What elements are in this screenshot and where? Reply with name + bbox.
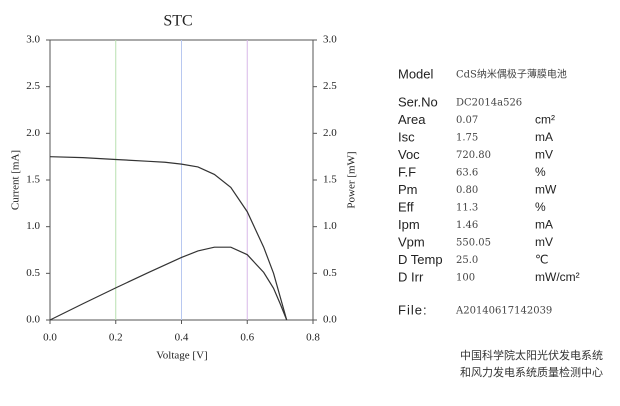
- y-tick-label: 0.5: [26, 267, 40, 279]
- y2-tick-label: 2.5: [323, 80, 337, 92]
- y2-tick-label: 2.0: [323, 127, 337, 139]
- x-tick-label: 0.4: [175, 332, 189, 344]
- panel-label: File:: [398, 302, 428, 317]
- panel-value: A20140617142039: [455, 306, 552, 317]
- panel-label: Model: [398, 66, 434, 81]
- panel-value: 100: [456, 273, 475, 284]
- y-axis-label: Current [mA]: [10, 150, 22, 210]
- panel-label: Voc: [398, 147, 420, 162]
- x-axis-label: Voltage [V]: [156, 350, 207, 362]
- panel-value: DC2014a526: [456, 98, 522, 109]
- x-tick-label: 0.6: [240, 332, 254, 344]
- y2-tick-label: 1.5: [323, 174, 337, 186]
- panel-label: Ser.No: [398, 94, 438, 109]
- panel-value: 25.0: [456, 255, 478, 266]
- panel-unit: mV: [535, 148, 553, 162]
- panel-unit: mV: [535, 235, 553, 249]
- footer-text: 中国科学院太阳光伏发电系统: [460, 348, 603, 362]
- panel-label: Eff: [398, 199, 414, 214]
- panel-unit: mW/cm²: [535, 270, 580, 284]
- series-line: [49, 156, 288, 321]
- panel-unit: %: [535, 200, 546, 214]
- x-tick-label: 0.0: [43, 332, 57, 344]
- y2-tick-label: 3.0: [323, 34, 337, 46]
- y2-tick-label: 0.5: [323, 267, 337, 279]
- panel-value: 63.6: [456, 168, 478, 179]
- panel-unit: mA: [535, 218, 553, 232]
- y-tick-label: 1.5: [26, 174, 40, 186]
- footer-text: 和风力发电系统质量检测中心: [460, 365, 603, 379]
- panel-unit: mW: [535, 183, 557, 197]
- panel-unit: ℃: [535, 253, 548, 267]
- panel-unit: cm²: [535, 113, 555, 127]
- y2-axis-label: Power [mW]: [346, 151, 358, 208]
- panel-value: 1.75: [456, 133, 478, 144]
- y2-tick-label: 1.0: [323, 220, 337, 232]
- chart-title: STC: [163, 13, 192, 30]
- panel-label: Vpm: [398, 234, 425, 249]
- panel-label: Pm: [398, 182, 418, 197]
- x-tick-label: 0.2: [109, 332, 123, 344]
- y-tick-label: 1.0: [26, 220, 40, 232]
- panel-label: D Temp: [398, 252, 443, 267]
- panel-label: F.F: [398, 164, 416, 179]
- series-line: [49, 246, 288, 321]
- panel-label: Area: [398, 112, 426, 127]
- panel-label: D Irr: [398, 269, 424, 284]
- panel-unit: %: [535, 165, 546, 179]
- y-tick-label: 3.0: [26, 34, 40, 46]
- x-tick-label: 0.8: [306, 332, 320, 344]
- y-tick-label: 0.0: [26, 314, 40, 326]
- panel-unit: mA: [535, 130, 553, 144]
- panel-label: Isc: [398, 129, 415, 144]
- panel-label: Ipm: [398, 217, 420, 232]
- panel-value: 11.3: [456, 203, 478, 214]
- panel-value: 0.07: [456, 115, 478, 126]
- y2-tick-label: 0.0: [323, 314, 337, 326]
- y-tick-label: 2.0: [26, 127, 40, 139]
- panel-value: CdS纳米偶极子薄膜电池: [456, 68, 567, 81]
- panel-value: 1.46: [456, 220, 478, 231]
- panel-value: 720.80: [456, 150, 491, 161]
- panel-value: 550.05: [456, 238, 491, 249]
- panel-value: 0.80: [456, 185, 478, 196]
- y-tick-label: 2.5: [26, 80, 40, 92]
